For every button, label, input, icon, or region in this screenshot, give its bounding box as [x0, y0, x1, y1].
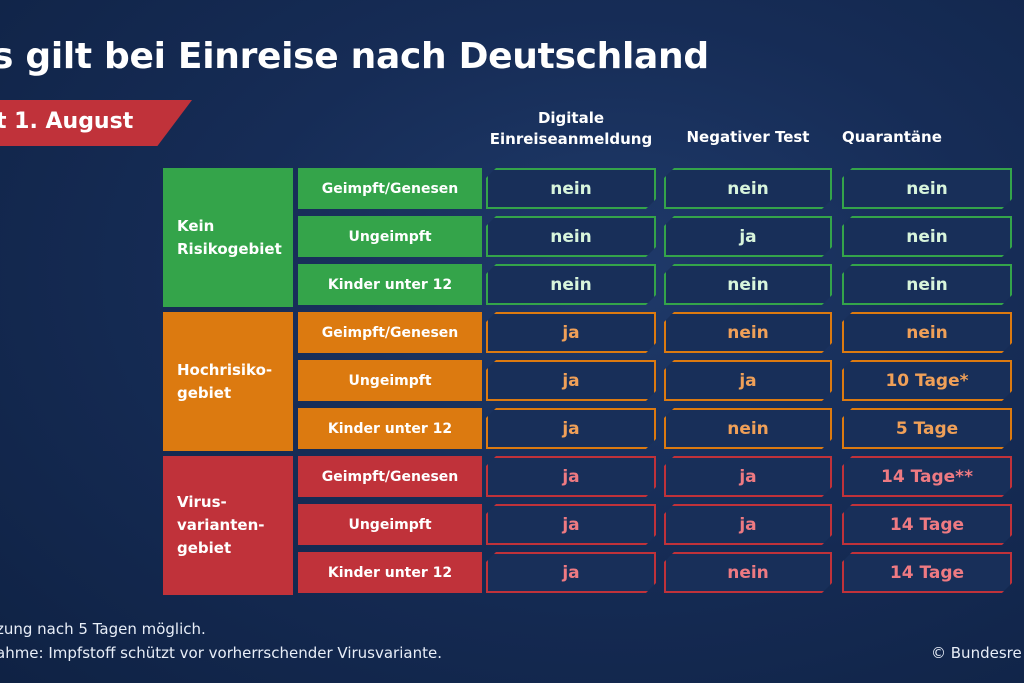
table-cell: nein [842, 216, 1012, 257]
table-cell: nein [664, 312, 832, 353]
row-label: Geimpft/Genesen [298, 168, 482, 209]
footnote-1: zung nach 5 Tagen möglich. [0, 620, 206, 638]
row-label: Geimpft/Genesen [298, 312, 482, 353]
table-cell: ja [664, 456, 832, 497]
table-cell: nein [486, 168, 656, 209]
row-label: Ungeimpft [298, 360, 482, 401]
table-cell: ja [664, 216, 832, 257]
table-cell: nein [842, 264, 1012, 305]
date-banner: t 1. August [0, 100, 192, 146]
table-cell: nein [486, 264, 656, 305]
row-label: Kinder unter 12 [298, 552, 482, 593]
group-kein-risikogebiet: Kein Risikogebiet [163, 168, 293, 307]
group-virusvariantengebiet: Virus- varianten- gebiet [163, 456, 293, 595]
group-hochrisikogebiet: Hochrisiko- gebiet [163, 312, 293, 451]
table-cell: ja [486, 504, 656, 545]
table-cell: ja [486, 552, 656, 593]
column-header-einreiseanmeldung: Digitale Einreiseanmeldung [489, 109, 653, 148]
copyright-credit: © Bundesre [931, 644, 1022, 662]
table-cell: ja [486, 360, 656, 401]
table-cell: 5 Tage [842, 408, 1012, 449]
table-cell: 14 Tage [842, 552, 1012, 593]
table-cell: 14 Tage [842, 504, 1012, 545]
table-cell: nein [842, 168, 1012, 209]
table-cell: ja [664, 504, 832, 545]
column-header-negativer-test: Negativer Test [686, 128, 810, 146]
row-label: Geimpft/Genesen [298, 456, 482, 497]
page-title: s gilt bei Einreise nach Deutschland [0, 36, 709, 77]
table-cell: ja [486, 312, 656, 353]
column-header-quarantaene: Quarantäne [842, 128, 942, 146]
row-label: Kinder unter 12 [298, 408, 482, 449]
table-cell: ja [664, 360, 832, 401]
table-cell: 10 Tage* [842, 360, 1012, 401]
table-cell: 14 Tage** [842, 456, 1012, 497]
table-cell: nein [664, 264, 832, 305]
table-cell: nein [486, 216, 656, 257]
table-cell: nein [664, 408, 832, 449]
footnote-2: ahme: Impfstoff schützt vor vorherrschen… [0, 644, 442, 662]
table-cell: nein [664, 552, 832, 593]
row-label: Ungeimpft [298, 216, 482, 257]
row-label: Kinder unter 12 [298, 264, 482, 305]
date-banner-label: t 1. August [0, 109, 134, 134]
table-cell: nein [842, 312, 1012, 353]
row-label: Ungeimpft [298, 504, 482, 545]
table-cell: nein [664, 168, 832, 209]
table-cell: ja [486, 456, 656, 497]
table-cell: ja [486, 408, 656, 449]
